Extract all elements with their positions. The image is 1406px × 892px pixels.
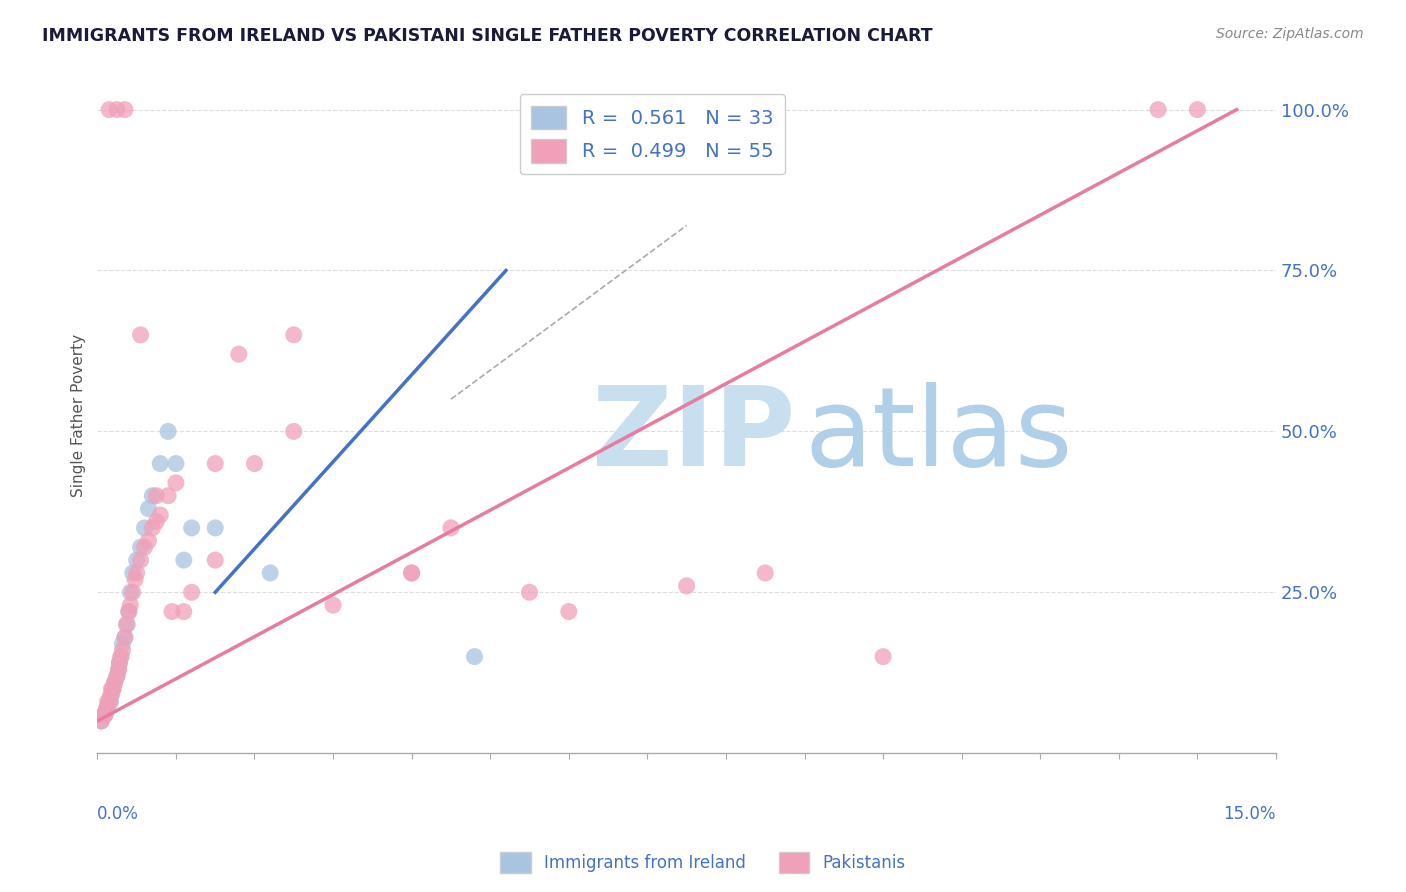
Point xyxy=(129,553,152,567)
Point xyxy=(107,663,129,677)
Point xyxy=(93,707,115,722)
Point xyxy=(204,553,226,567)
Point xyxy=(322,598,344,612)
Point xyxy=(120,598,142,612)
Point xyxy=(180,521,202,535)
Point xyxy=(138,533,160,548)
Text: ZIP: ZIP xyxy=(592,382,796,489)
Point xyxy=(675,579,697,593)
Point xyxy=(165,457,187,471)
Point xyxy=(283,327,305,342)
Text: 0.0%: 0.0% xyxy=(97,805,139,822)
Point xyxy=(125,566,148,580)
Point xyxy=(108,656,131,670)
Point xyxy=(463,649,485,664)
Point xyxy=(96,701,118,715)
Legend: R =  0.561   N = 33, R =  0.499   N = 55: R = 0.561 N = 33, R = 0.499 N = 55 xyxy=(520,94,785,175)
Point xyxy=(94,707,117,722)
Point xyxy=(97,701,120,715)
Point xyxy=(105,669,128,683)
Text: IMMIGRANTS FROM IRELAND VS PAKISTANI SINGLE FATHER POVERTY CORRELATION CHART: IMMIGRANTS FROM IRELAND VS PAKISTANI SIN… xyxy=(42,27,932,45)
Point xyxy=(108,656,131,670)
Point xyxy=(872,649,894,664)
Point xyxy=(97,695,120,709)
Point xyxy=(173,553,195,567)
Point xyxy=(104,675,127,690)
Point xyxy=(114,630,136,644)
Point xyxy=(110,649,132,664)
Point xyxy=(115,617,138,632)
Point xyxy=(124,573,146,587)
Point xyxy=(120,585,142,599)
Point xyxy=(121,566,143,580)
Point xyxy=(228,347,250,361)
Point xyxy=(104,675,127,690)
Point xyxy=(98,695,121,709)
Point xyxy=(145,515,167,529)
Point xyxy=(114,630,136,644)
Point xyxy=(100,681,122,696)
Point xyxy=(173,605,195,619)
Point xyxy=(90,714,112,728)
Point xyxy=(100,688,122,702)
Point xyxy=(111,637,134,651)
Point xyxy=(754,566,776,580)
Y-axis label: Single Father Poverty: Single Father Poverty xyxy=(72,334,86,497)
Point xyxy=(141,521,163,535)
Point xyxy=(118,605,141,619)
Point xyxy=(98,103,121,117)
Text: Source: ZipAtlas.com: Source: ZipAtlas.com xyxy=(1216,27,1364,41)
Point xyxy=(149,508,172,522)
Point xyxy=(259,566,281,580)
Legend: Immigrants from Ireland, Pakistanis: Immigrants from Ireland, Pakistanis xyxy=(494,846,912,880)
Point xyxy=(90,714,112,728)
Point xyxy=(100,688,122,702)
Point xyxy=(160,605,183,619)
Point xyxy=(114,103,136,117)
Point xyxy=(149,457,172,471)
Point xyxy=(204,457,226,471)
Point xyxy=(157,425,180,439)
Point xyxy=(440,521,463,535)
Point xyxy=(558,605,581,619)
Point xyxy=(101,681,124,696)
Point xyxy=(101,681,124,696)
Point xyxy=(134,521,156,535)
Point xyxy=(141,489,163,503)
Point xyxy=(105,103,128,117)
Point xyxy=(204,521,226,535)
Point xyxy=(401,566,423,580)
Text: 15.0%: 15.0% xyxy=(1223,805,1277,822)
Point xyxy=(157,489,180,503)
Point xyxy=(105,669,128,683)
Point xyxy=(1187,103,1209,117)
Point xyxy=(283,425,305,439)
Point xyxy=(96,701,118,715)
Point xyxy=(107,663,129,677)
Point xyxy=(100,695,122,709)
Point xyxy=(180,585,202,599)
Point xyxy=(110,649,132,664)
Point xyxy=(125,553,148,567)
Point xyxy=(401,566,423,580)
Point xyxy=(145,489,167,503)
Point xyxy=(129,327,152,342)
Point xyxy=(129,540,152,554)
Point xyxy=(93,707,115,722)
Point xyxy=(1147,103,1170,117)
Point xyxy=(519,585,541,599)
Point xyxy=(118,605,141,619)
Point xyxy=(94,707,117,722)
Point xyxy=(134,540,156,554)
Point xyxy=(121,585,143,599)
Point xyxy=(165,475,187,490)
Point xyxy=(98,695,121,709)
Point xyxy=(115,617,138,632)
Point xyxy=(138,501,160,516)
Point xyxy=(243,457,266,471)
Point xyxy=(111,643,134,657)
Text: atlas: atlas xyxy=(804,382,1073,489)
